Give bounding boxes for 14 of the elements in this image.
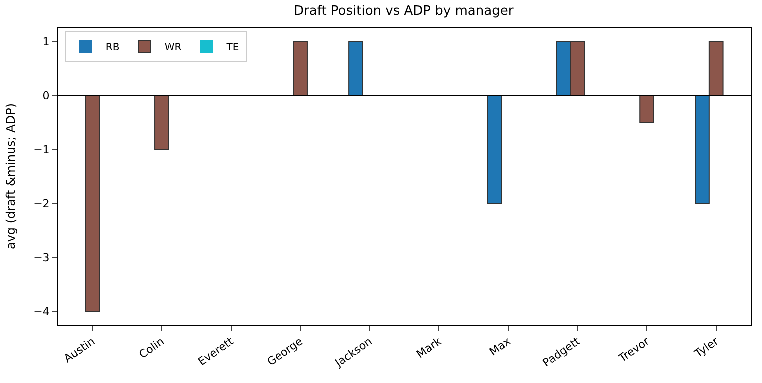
y-tick-label: −3 [34, 251, 50, 264]
y-tick-label: −2 [34, 197, 50, 210]
y-tick-label: −4 [34, 305, 50, 318]
y-axis-title: avg (draft &minus; ADP) [4, 103, 18, 250]
legend-label: RB [106, 42, 120, 54]
chart-title: Draft Position vs ADP by manager [294, 4, 514, 19]
legend-label: WR [164, 42, 182, 54]
x-tick-label: Colin [136, 335, 167, 362]
x-tick-label: Tyler [692, 334, 722, 362]
legend-label: TE [226, 42, 240, 54]
y-tick-label: −1 [34, 143, 50, 156]
x-tick-label: Max [487, 334, 514, 359]
y-tick-label: 0 [42, 89, 50, 102]
y-tick-label: 1 [42, 35, 50, 48]
